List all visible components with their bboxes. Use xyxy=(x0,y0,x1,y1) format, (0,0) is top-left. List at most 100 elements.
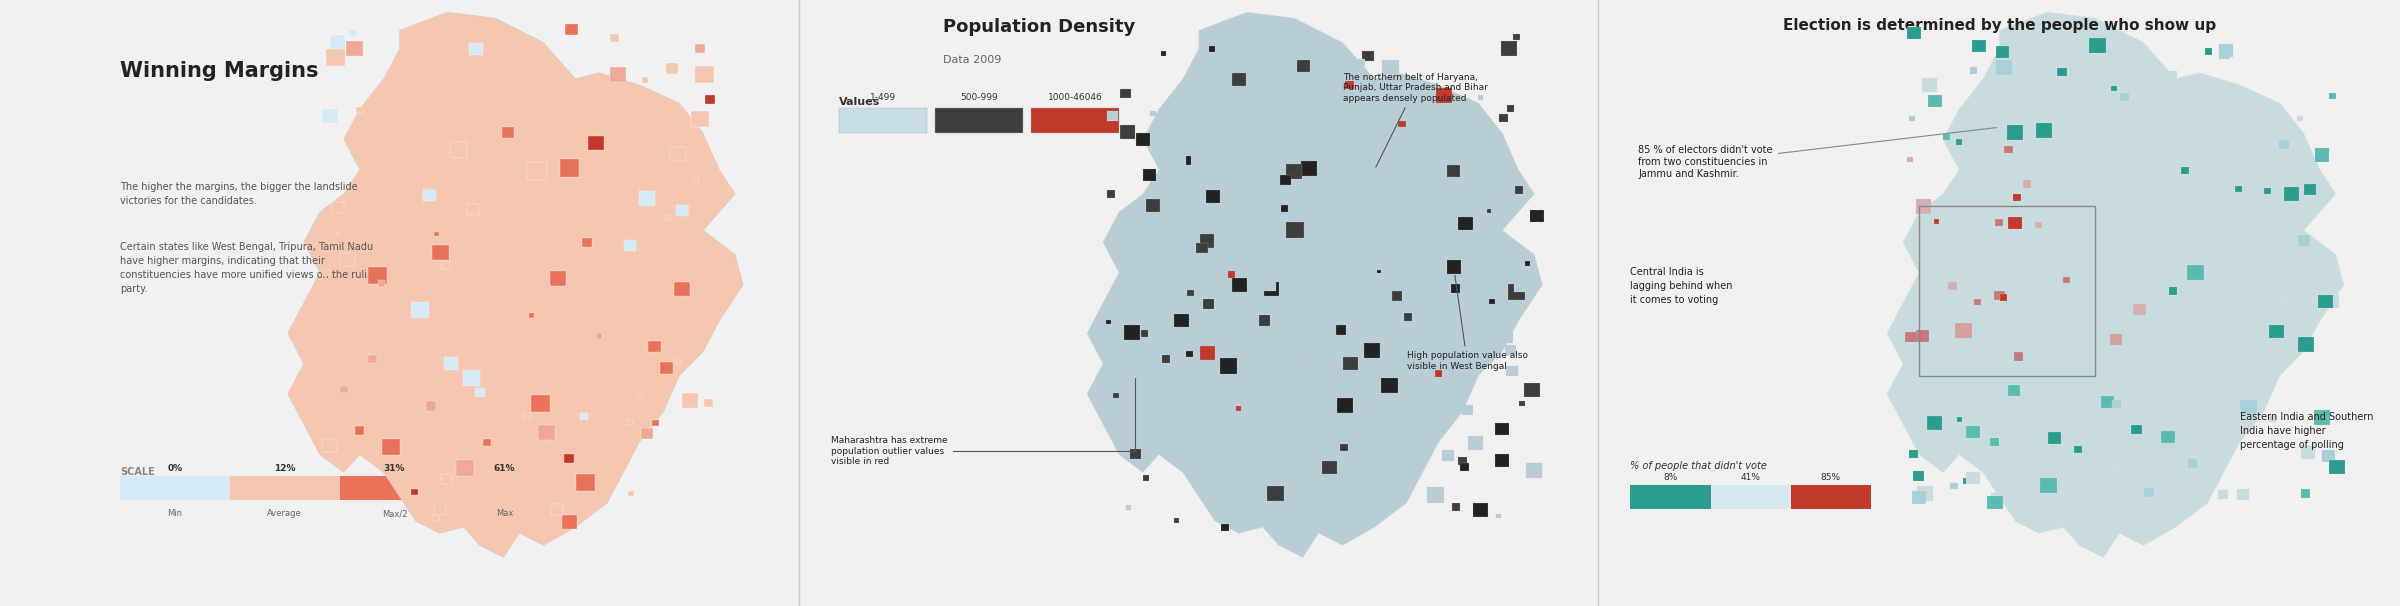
Bar xyxy=(610,67,626,82)
Bar xyxy=(367,355,377,364)
Bar xyxy=(1951,483,1958,490)
Bar xyxy=(528,313,535,318)
Bar xyxy=(1447,165,1459,177)
Bar xyxy=(444,357,458,370)
Text: 41%: 41% xyxy=(1740,473,1762,482)
Bar xyxy=(1198,242,1207,253)
Bar xyxy=(1135,133,1150,145)
Bar xyxy=(341,253,355,266)
Bar xyxy=(1457,211,1462,217)
Bar xyxy=(1142,168,1157,181)
Bar xyxy=(1495,514,1500,518)
Bar xyxy=(2330,93,2335,99)
Bar xyxy=(1382,60,1399,75)
Bar xyxy=(588,136,605,150)
Bar xyxy=(550,271,566,285)
Bar xyxy=(2234,186,2242,193)
Bar xyxy=(1987,496,2002,510)
Text: 85%: 85% xyxy=(1822,473,1841,482)
Bar xyxy=(1222,524,1229,531)
Bar xyxy=(670,147,686,161)
Bar xyxy=(626,420,634,425)
Text: Max/2: Max/2 xyxy=(382,509,408,518)
Text: Election is determined by the people who show up: Election is determined by the people who… xyxy=(1783,18,2215,33)
Bar xyxy=(377,280,386,287)
Bar xyxy=(1495,422,1510,435)
Bar xyxy=(1934,219,1939,224)
Bar xyxy=(1200,235,1214,248)
Bar xyxy=(1447,188,1452,192)
Bar xyxy=(1469,310,1483,324)
Bar xyxy=(2006,125,2023,140)
Bar xyxy=(696,66,713,83)
Bar xyxy=(1363,343,1380,358)
Bar xyxy=(1966,426,1980,438)
Bar xyxy=(1994,219,2004,226)
Bar xyxy=(442,261,449,269)
Bar xyxy=(1106,190,1116,198)
Bar xyxy=(1906,331,1918,342)
Bar xyxy=(502,127,514,138)
Bar xyxy=(1457,457,1466,465)
Bar xyxy=(1997,47,2009,58)
Bar xyxy=(2009,217,2021,229)
Bar xyxy=(1298,350,1308,358)
Bar xyxy=(691,110,708,127)
Bar xyxy=(2040,478,2057,493)
Bar xyxy=(1262,278,1277,291)
Bar xyxy=(1997,60,2014,75)
Bar xyxy=(1188,290,1195,296)
Bar xyxy=(2131,425,2141,435)
Text: High population value also
visible in West Bengal: High population value also visible in We… xyxy=(1406,276,1526,371)
Bar xyxy=(2314,148,2328,162)
Bar xyxy=(322,109,338,123)
Bar xyxy=(566,24,578,35)
Bar xyxy=(1994,290,2004,300)
Bar xyxy=(1906,157,1913,162)
Bar xyxy=(1123,325,1140,340)
Bar xyxy=(1524,261,1529,265)
Bar xyxy=(1474,503,1488,516)
Bar xyxy=(120,476,230,500)
Bar xyxy=(1956,139,1961,144)
Bar xyxy=(1915,199,1932,214)
Bar xyxy=(1159,413,1164,419)
Text: Values: Values xyxy=(840,97,881,107)
Bar xyxy=(1963,478,1970,484)
Bar xyxy=(1195,305,1200,308)
Bar xyxy=(1462,405,1474,415)
Bar xyxy=(1162,52,1166,56)
Text: The higher the margins, the bigger the landslide
victories for the candidates.: The higher the margins, the bigger the l… xyxy=(120,182,358,206)
Bar xyxy=(1361,158,1375,171)
Bar xyxy=(564,454,574,463)
Bar xyxy=(557,504,564,510)
Bar xyxy=(1229,271,1236,278)
Text: 1000-46046: 1000-46046 xyxy=(1046,93,1102,102)
Bar xyxy=(2220,44,2234,57)
Bar xyxy=(1346,81,1354,89)
Bar xyxy=(1992,493,1999,500)
Text: Min: Min xyxy=(168,509,182,518)
Bar xyxy=(1469,293,1476,299)
Bar xyxy=(2280,140,2290,149)
Text: The northern belt of Haryana,
Punjab, Uttar Pradesh and Bihar
appears densely po: The northern belt of Haryana, Punjab, Ut… xyxy=(1342,73,1488,167)
Bar xyxy=(1181,156,1190,165)
Bar xyxy=(1358,401,1375,416)
Bar xyxy=(2237,489,2249,499)
Bar xyxy=(1133,347,1142,356)
Bar xyxy=(410,488,418,494)
Bar xyxy=(648,341,660,352)
Bar xyxy=(1032,108,1118,133)
Bar xyxy=(1486,209,1490,213)
Bar xyxy=(1210,47,1214,52)
Bar xyxy=(682,393,698,408)
Bar xyxy=(2287,216,2299,226)
Bar xyxy=(322,439,336,453)
Bar xyxy=(1963,405,1975,416)
Bar xyxy=(1999,295,2006,301)
Text: Certain states like West Bengal, Tripura, Tamil Nadu
have higher margins, indica: Certain states like West Bengal, Tripura… xyxy=(120,242,379,295)
Bar xyxy=(679,206,689,215)
Bar xyxy=(1514,187,1524,194)
Bar xyxy=(1126,505,1130,510)
Bar xyxy=(1954,323,1973,338)
